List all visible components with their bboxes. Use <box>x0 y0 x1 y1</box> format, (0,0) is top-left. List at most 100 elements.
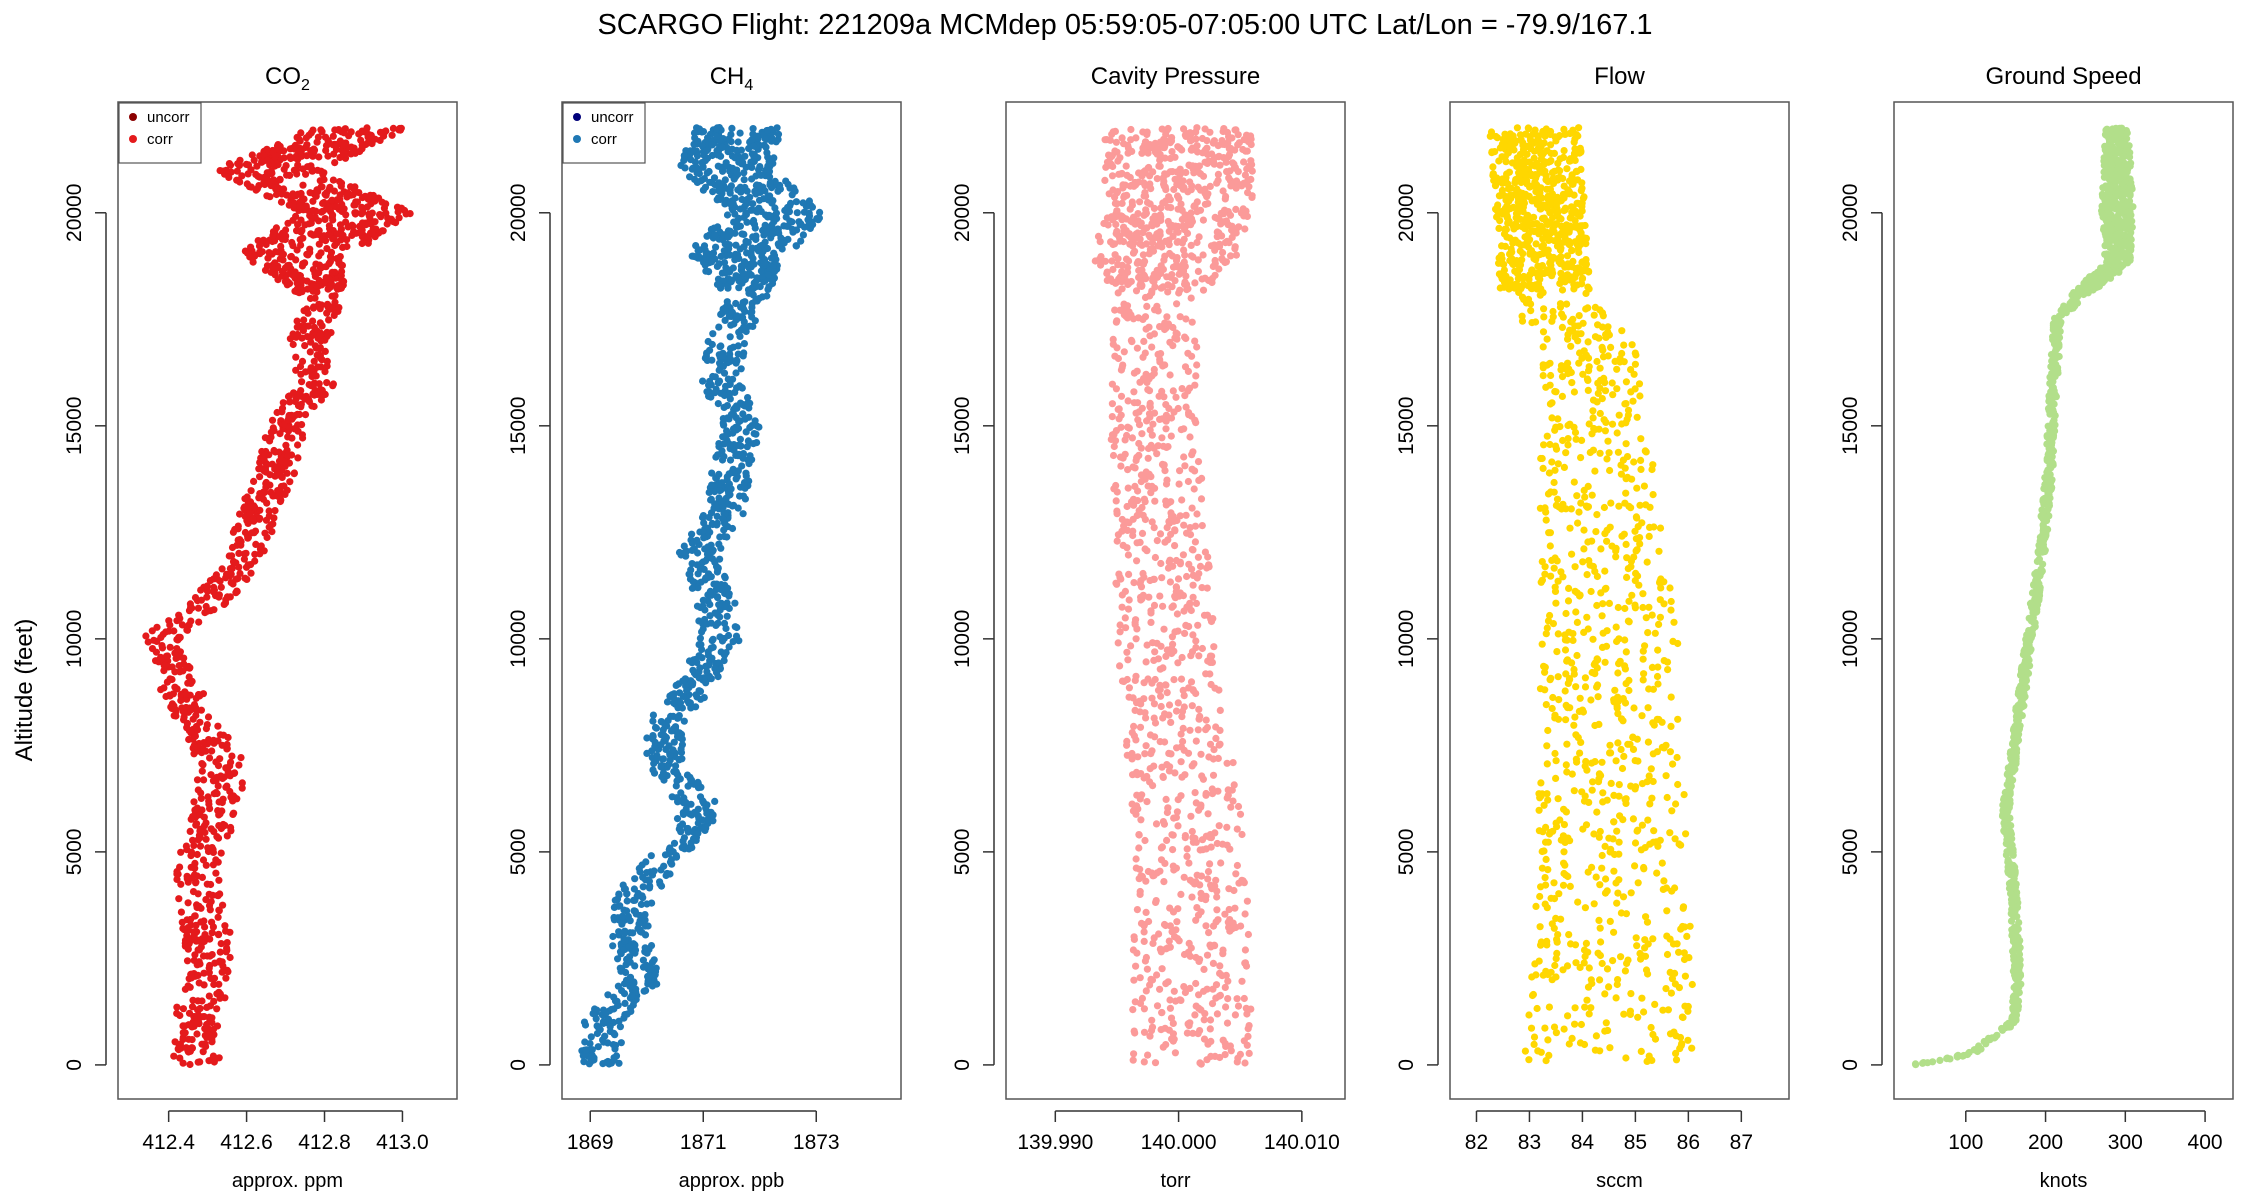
data-point <box>786 184 794 192</box>
data-point <box>815 214 824 222</box>
data-point <box>1192 372 1200 380</box>
data-point <box>1197 1060 1205 1068</box>
data-point <box>1132 855 1140 863</box>
plot-frame-ch4 <box>561 101 902 1100</box>
data-point <box>1213 233 1221 241</box>
data-point <box>1136 198 1144 206</box>
data-point <box>297 216 305 224</box>
data-point <box>693 536 701 544</box>
data-point <box>1199 149 1207 157</box>
data-point <box>1133 511 1141 520</box>
data-point <box>1120 311 1128 319</box>
data-point <box>778 245 786 253</box>
data-point <box>366 213 374 221</box>
data-point <box>234 575 242 583</box>
data-point <box>186 915 195 924</box>
data-point <box>675 729 684 737</box>
data-point <box>1540 305 1548 313</box>
data-point <box>1654 646 1662 654</box>
data-point <box>686 699 695 707</box>
data-point <box>249 515 257 523</box>
data-point <box>304 309 312 317</box>
data-point <box>185 662 193 671</box>
data-point <box>1188 412 1196 420</box>
data-point <box>1233 177 1241 185</box>
data-point <box>1109 162 1117 171</box>
data-point <box>1192 599 1200 608</box>
data-point <box>280 154 288 162</box>
data-point <box>1489 163 1497 171</box>
data-point <box>1181 462 1189 470</box>
data-point <box>251 550 259 558</box>
data-point <box>1211 882 1219 890</box>
data-point <box>1146 778 1154 786</box>
data-point <box>1143 547 1151 555</box>
data-point <box>223 740 231 749</box>
data-point <box>281 235 289 244</box>
data-point <box>680 717 688 725</box>
data-point <box>733 404 741 412</box>
y-tick-label: 10000 <box>951 610 974 668</box>
data-point <box>1541 563 1549 571</box>
data-point <box>238 779 246 787</box>
data-point <box>201 923 209 931</box>
data-point <box>719 503 727 511</box>
data-point <box>677 745 685 753</box>
data-point <box>205 992 213 1000</box>
data-point <box>1127 125 1135 134</box>
data-point <box>297 241 305 249</box>
data-point <box>719 362 728 370</box>
data-point <box>1177 758 1185 766</box>
data-point <box>1239 877 1247 885</box>
data-point <box>1205 929 1213 937</box>
data-point <box>1147 185 1155 193</box>
data-point <box>274 276 282 284</box>
data-point <box>620 906 628 914</box>
data-point <box>1115 170 1123 178</box>
data-point <box>1135 844 1143 852</box>
data-point <box>1120 227 1128 235</box>
data-point <box>688 530 696 538</box>
data-point <box>276 175 284 183</box>
data-point <box>1153 971 1161 979</box>
data-point <box>306 189 314 197</box>
data-point <box>168 663 176 671</box>
data-point <box>1138 430 1146 438</box>
data-point <box>1563 165 1571 173</box>
data-point <box>699 186 708 194</box>
data-point <box>1137 478 1145 486</box>
data-point <box>179 1029 187 1037</box>
data-point <box>163 678 171 686</box>
data-point <box>749 440 758 448</box>
data-point <box>200 822 209 830</box>
data-point <box>1108 380 1116 388</box>
data-point <box>1167 432 1175 440</box>
data-point <box>1538 640 1546 648</box>
data-point <box>241 495 249 503</box>
data-point <box>1201 1010 1209 1018</box>
data-point <box>228 552 236 560</box>
data-point <box>221 821 229 830</box>
data-point <box>1594 693 1602 701</box>
data-point <box>1167 414 1176 422</box>
data-point <box>1162 130 1170 138</box>
data-point <box>1230 160 1238 168</box>
data-point <box>208 951 216 959</box>
data-point <box>162 692 170 701</box>
data-point <box>742 428 750 436</box>
data-point <box>203 607 211 615</box>
data-point <box>306 366 314 374</box>
data-point <box>1231 1011 1239 1019</box>
data-point <box>697 177 705 185</box>
data-point <box>376 211 384 219</box>
data-point <box>667 712 675 721</box>
data-point <box>222 927 230 935</box>
data-point <box>696 634 705 642</box>
data-point <box>260 179 268 187</box>
data-point <box>1143 128 1151 136</box>
data-point <box>1172 393 1180 401</box>
data-point <box>1171 628 1179 636</box>
data-point <box>202 896 210 904</box>
data-point <box>737 303 745 311</box>
